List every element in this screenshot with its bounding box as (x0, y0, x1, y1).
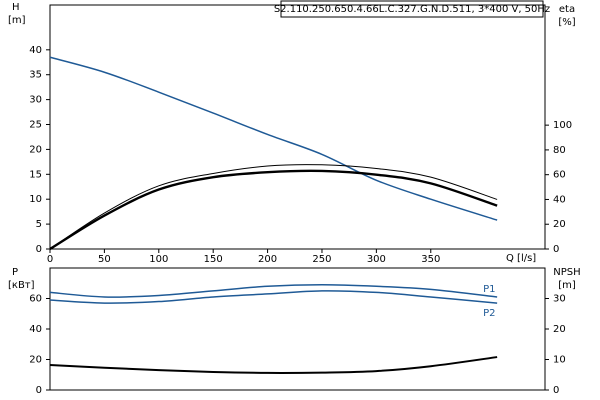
y2-tick-label: 10 (553, 355, 566, 366)
y-tick-label: 15 (29, 169, 42, 180)
y-tick-label: 40 (29, 324, 42, 335)
y-axis-label: [m] (8, 15, 26, 26)
x-tick-label: 50 (98, 254, 111, 265)
y2-tick-label: 80 (553, 145, 566, 156)
x-tick-label: 250 (312, 254, 331, 265)
y-tick-label: 40 (29, 45, 42, 56)
y2-tick-label: 30 (553, 294, 566, 305)
y2-axis-label: eta (559, 4, 575, 15)
x-tick-label: 350 (421, 254, 440, 265)
y-axis-label: [кВт] (8, 280, 35, 291)
y2-tick-label: 60 (553, 170, 566, 181)
y2-tick-label: 0 (553, 385, 559, 396)
y-tick-label: 0 (36, 244, 42, 255)
y2-tick-label: 40 (553, 194, 566, 205)
y-axis-label: P (12, 267, 18, 278)
curve (49, 356, 498, 374)
y-tick-label: 30 (29, 95, 42, 106)
plot-frame (49, 4, 546, 250)
y2-axis-label: NPSH (553, 267, 580, 278)
y2-axis-label: [m] (558, 280, 576, 291)
y2-tick-label: 20 (553, 324, 566, 335)
y-tick-label: 0 (36, 385, 42, 396)
y2-tick-label: 0 (553, 244, 559, 255)
x-axis-label: Q [l/s] (506, 253, 536, 264)
y2-axis-label: [%] (558, 17, 575, 28)
x-tick-label: 300 (367, 254, 386, 265)
curve (49, 164, 498, 250)
series-label: P2 (483, 308, 495, 319)
curve (49, 290, 498, 304)
plot-frame (49, 267, 546, 391)
y-axis-label: H (12, 2, 20, 13)
chart-title: S2.110.250.650.4.66L.C.327.G.N.D.511, 3*… (274, 4, 550, 15)
y-tick-label: 20 (29, 355, 42, 366)
y-tick-label: 60 (29, 294, 42, 305)
x-tick-label: 150 (204, 254, 223, 265)
x-tick-label: 0 (47, 254, 53, 265)
y2-tick-label: 100 (553, 120, 572, 131)
y-tick-label: 20 (29, 144, 42, 155)
y2-tick-label: 20 (553, 219, 566, 230)
series-label: P1 (483, 284, 495, 295)
x-tick-label: 200 (258, 254, 277, 265)
curve (49, 284, 498, 298)
x-tick-label: 100 (149, 254, 168, 265)
y-tick-label: 5 (36, 219, 42, 230)
y-tick-label: 25 (29, 120, 42, 131)
y-tick-label: 35 (29, 70, 42, 81)
curve (49, 56, 498, 221)
y-tick-label: 10 (29, 194, 42, 205)
curve (49, 169, 498, 251)
